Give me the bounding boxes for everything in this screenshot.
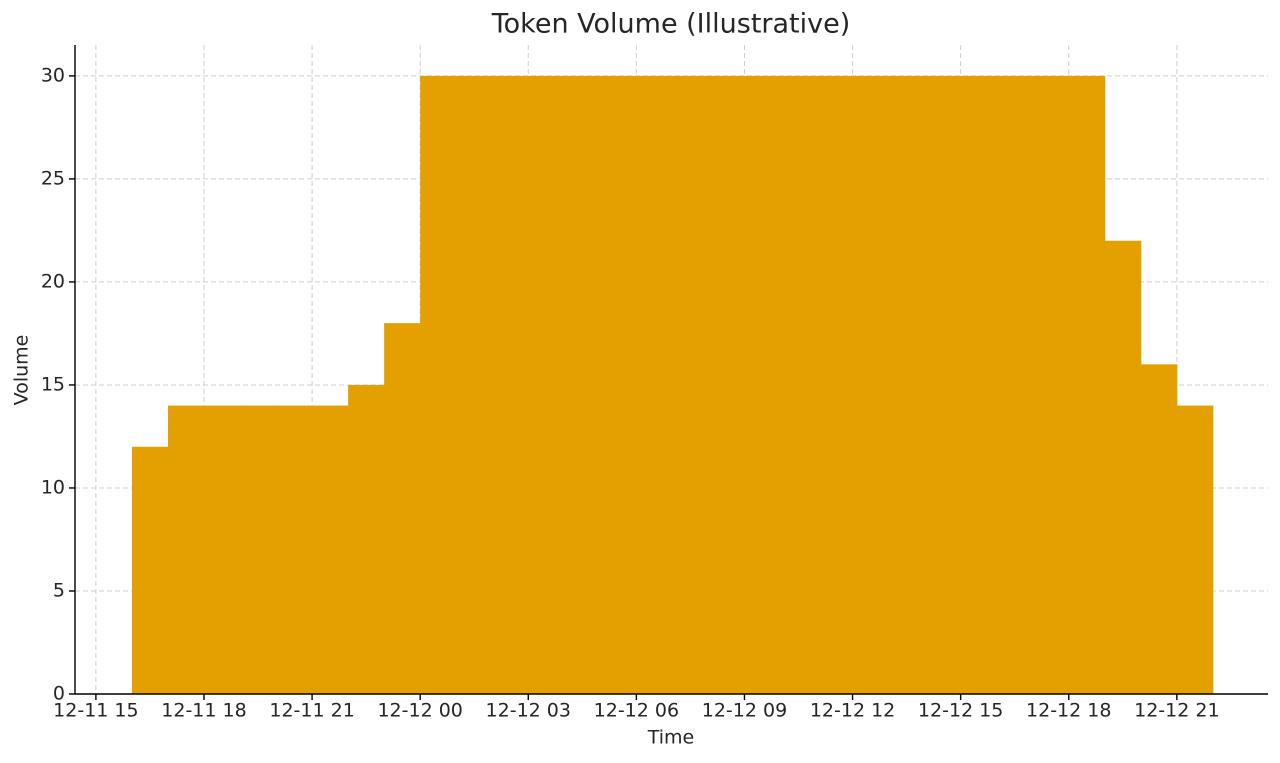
x-tick-label: 12-12 15 — [918, 700, 1003, 722]
x-tick-label: 12-11 21 — [269, 700, 354, 722]
y-tick-label: 5 — [53, 579, 65, 601]
bar — [203, 405, 241, 694]
x-tick-label: 12-12 00 — [377, 700, 462, 722]
bar — [1032, 75, 1070, 694]
bar — [492, 75, 529, 694]
bar — [960, 75, 998, 694]
x-tick-label: 12-12 09 — [702, 700, 787, 722]
y-tick-label: 30 — [41, 64, 65, 86]
x-tick-label: 12-12 18 — [1026, 700, 1111, 722]
y-tick-label: 25 — [41, 167, 65, 189]
x-tick-label: 12-12 03 — [486, 700, 571, 722]
bar — [672, 75, 709, 694]
bar — [167, 405, 205, 694]
bar — [780, 75, 818, 694]
bar — [456, 75, 493, 694]
bar — [1176, 405, 1214, 694]
bar — [240, 405, 277, 694]
bar — [528, 75, 565, 694]
chart-title: Token Volume (Illustrative) — [491, 9, 851, 40]
bar — [312, 405, 349, 694]
y-axis-label: Volume — [11, 335, 33, 406]
y-tick-label: 20 — [41, 270, 65, 292]
x-tick-label: 12-11 18 — [161, 700, 246, 722]
bar — [564, 75, 601, 694]
bar — [420, 75, 457, 694]
bar — [276, 405, 313, 694]
x-tick-label: 12-12 12 — [810, 700, 895, 722]
y-tick-label: 15 — [41, 373, 65, 395]
bar — [1140, 364, 1178, 694]
bar — [996, 75, 1034, 694]
bar — [131, 446, 169, 694]
x-tick-label: 12-11 15 — [53, 700, 138, 722]
bar — [708, 75, 745, 694]
bar — [384, 323, 421, 694]
y-tick-label: 10 — [41, 476, 65, 498]
bar — [348, 384, 385, 694]
bar — [744, 75, 781, 694]
x-tick-label: 12-12 06 — [594, 700, 679, 722]
bar — [636, 75, 673, 694]
y-tick-label: 0 — [53, 683, 65, 705]
bar — [888, 75, 926, 694]
bar — [1104, 240, 1142, 694]
x-axis-label: Time — [647, 727, 695, 749]
bar — [924, 75, 962, 694]
bar — [816, 75, 854, 694]
bar — [852, 75, 890, 694]
bar — [1068, 75, 1106, 694]
bar — [600, 75, 637, 694]
x-tick-label: 12-12 21 — [1134, 700, 1219, 722]
